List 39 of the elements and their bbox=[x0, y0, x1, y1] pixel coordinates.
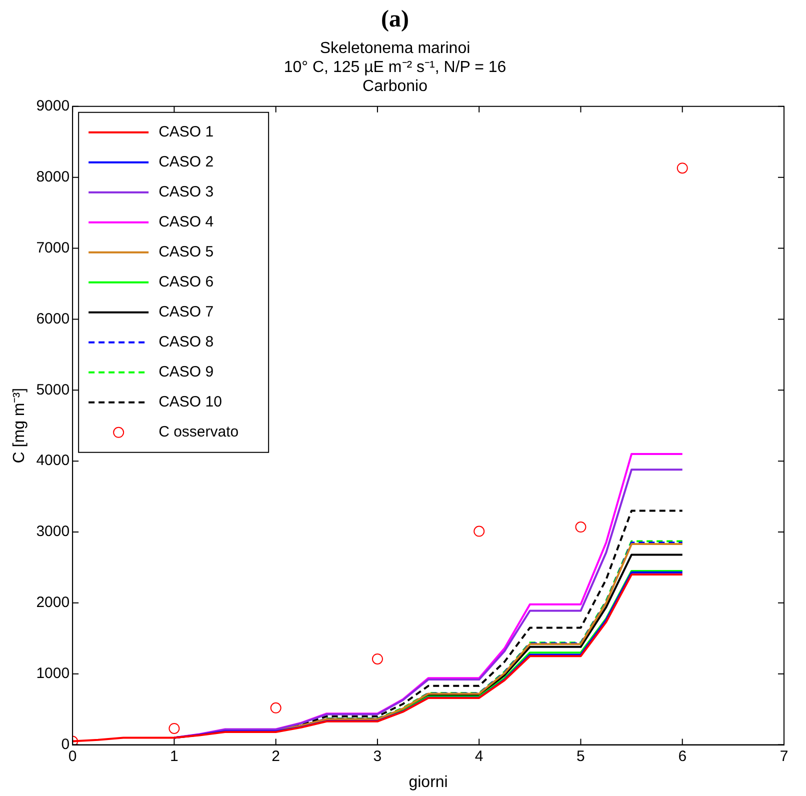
legend-label: CASO 2 bbox=[158, 154, 214, 171]
legend-label: CASO 10 bbox=[158, 394, 222, 411]
x-axis-title: giorni bbox=[408, 774, 448, 791]
legend-label: CASO 9 bbox=[158, 364, 214, 381]
y-tick-label: 9000 bbox=[36, 98, 70, 115]
y-axis-title: C [mg m⁻³] bbox=[11, 388, 28, 464]
x-tick-label: 2 bbox=[272, 748, 280, 765]
legend-label: CASO 1 bbox=[158, 124, 214, 141]
line-series bbox=[326, 540, 684, 720]
y-tick-label: 0 bbox=[61, 736, 70, 753]
y-tick-label: 1000 bbox=[36, 665, 70, 682]
point bbox=[270, 702, 282, 714]
legend-label: CASO 3 bbox=[158, 184, 214, 201]
legend-label: CASO 4 bbox=[158, 214, 214, 231]
point bbox=[372, 653, 383, 664]
legend-label: CASO 6 bbox=[158, 274, 214, 291]
legend-label: CASO 5 bbox=[158, 244, 214, 261]
y-tick-label: 7000 bbox=[36, 239, 70, 256]
point bbox=[168, 722, 180, 734]
legend-label: CASO 8 bbox=[158, 334, 214, 351]
legend-label: CASO 7 bbox=[158, 304, 214, 321]
point bbox=[676, 162, 688, 174]
x-tick-label: 6 bbox=[678, 748, 687, 765]
x-tick-label: 3 bbox=[373, 748, 382, 765]
x-tick-label: 1 bbox=[170, 748, 178, 765]
chart-title: (a) bbox=[381, 6, 409, 33]
point bbox=[575, 522, 586, 533]
y-tick-label: 8000 bbox=[36, 168, 70, 186]
y-tick-label: 4000 bbox=[36, 452, 70, 470]
chart-subtitle: Skeletonema marinoi 10° C, 125 µE m⁻² s⁻¹, N/P = 16 Carbonio bbox=[284, 40, 506, 96]
x-tick-label: 4 bbox=[474, 748, 484, 765]
y-tick-label: 2000 bbox=[36, 594, 70, 612]
y-tick-label: 3000 bbox=[36, 523, 70, 540]
y-tick-label: 6000 bbox=[36, 310, 70, 328]
y-tick-label: 5000 bbox=[36, 381, 70, 398]
x-tick-label: 5 bbox=[576, 748, 585, 765]
point bbox=[474, 526, 485, 537]
legend-label: C osservato bbox=[158, 424, 239, 441]
x-tick-label: 7 bbox=[780, 748, 788, 765]
